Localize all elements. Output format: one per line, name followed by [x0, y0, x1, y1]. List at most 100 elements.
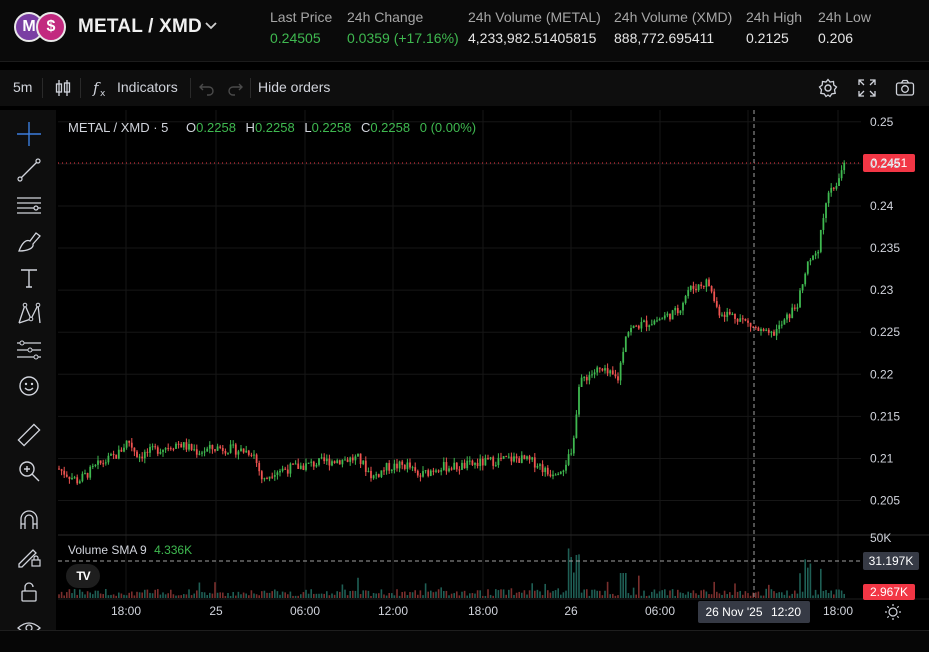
volume-bar [427, 591, 429, 598]
theme-sun-icon[interactable] [885, 604, 901, 620]
undo-icon[interactable] [196, 77, 218, 99]
legend-change: 0 (0.00%) [419, 120, 477, 135]
candle-body [622, 351, 625, 363]
volume-bar [430, 590, 432, 598]
price-tick-label: 0.21 [870, 451, 894, 465]
candle-body [801, 284, 804, 291]
volume-bar [718, 593, 721, 598]
zoom-in-icon[interactable] [16, 458, 42, 484]
eye-icon[interactable] [16, 615, 42, 631]
candle-body [263, 478, 266, 480]
volume-bar [635, 594, 637, 598]
crosshair-time-label: 12:20 [771, 605, 801, 619]
volume-bar [406, 595, 409, 598]
ruler-icon[interactable] [16, 422, 42, 448]
volume-bar [102, 594, 104, 598]
candle-body [614, 374, 617, 377]
volume-bar [297, 595, 299, 598]
volume-bar [736, 591, 739, 598]
candle-body [492, 457, 495, 466]
volume-bar [224, 595, 227, 598]
volume-bar [690, 592, 692, 598]
candle-body [276, 472, 279, 475]
tradingview-logo[interactable]: TV [66, 564, 100, 588]
candle-body [440, 470, 443, 472]
volume-bar [586, 589, 588, 598]
volume-bar [567, 548, 570, 598]
horizontal-lines-icon[interactable] [16, 193, 42, 219]
forecast-icon[interactable] [16, 337, 42, 363]
pair-selector[interactable]: METAL / XMD [78, 16, 202, 37]
volume-bar [268, 592, 271, 598]
volume-bar [388, 592, 390, 598]
candle-body [364, 460, 367, 472]
volume-bar [731, 594, 734, 598]
candle-body [390, 469, 393, 471]
candle-body [531, 457, 534, 460]
volume-bar [682, 593, 684, 598]
magnet-icon[interactable] [16, 507, 42, 533]
candle-body [723, 314, 726, 317]
candle-body [224, 450, 227, 454]
redo-icon[interactable] [224, 77, 246, 99]
crosshair-icon[interactable] [16, 121, 42, 147]
chart-canvas[interactable]: 0.2451 0.25 0.245 0.24 0.235 0.23 0.225 0.22 0.… [58, 110, 929, 630]
lock-icon[interactable] [16, 579, 42, 605]
stat-24h-low: 24h Low 0.206 [818, 9, 871, 46]
text-icon[interactable] [16, 265, 42, 291]
legend-low-value: 0.2258 [311, 120, 352, 135]
candle-body [81, 473, 84, 482]
brush-icon[interactable] [16, 229, 42, 255]
sun-ray [886, 605, 890, 609]
lock-drawing-icon[interactable] [16, 543, 42, 569]
volume-bar [632, 587, 635, 598]
indicators-button[interactable]: Indicators [117, 79, 178, 95]
candle-body [684, 296, 687, 303]
candle-body [770, 331, 773, 333]
volume-bar [578, 554, 580, 598]
volume-bar [601, 595, 604, 598]
price-chart[interactable]: 0.2451 0.25 0.245 0.24 0.235 0.23 0.225 0.22 0.… [58, 110, 929, 630]
candle-body [388, 463, 391, 471]
volume-bar [417, 594, 419, 598]
settings-icon[interactable] [817, 77, 839, 99]
candle-body [232, 444, 235, 446]
volume-bar [198, 582, 201, 598]
volume-bar [760, 595, 762, 598]
emoji-icon[interactable] [16, 373, 42, 399]
candle-body [648, 325, 651, 327]
candle-body [804, 273, 807, 285]
candle-body [726, 311, 729, 317]
volume-bar [456, 591, 458, 598]
candles-icon[interactable] [52, 77, 74, 99]
volume-bar [250, 590, 253, 598]
volume-bar [333, 594, 336, 598]
candle-body [572, 437, 575, 454]
candle-body [370, 470, 372, 479]
candle-body [156, 447, 159, 454]
volume-bar [279, 594, 281, 598]
pattern-icon[interactable] [16, 301, 42, 327]
volume-bar [443, 591, 445, 598]
trendline-icon[interactable] [16, 157, 42, 183]
candle-body [762, 329, 765, 331]
fullscreen-icon[interactable] [856, 77, 878, 99]
volume-bar [518, 591, 520, 598]
candle-body [268, 476, 271, 479]
candle-body [354, 456, 357, 461]
candle-body [208, 444, 211, 449]
candle-body [466, 460, 469, 469]
interval-button[interactable]: 5m [13, 79, 33, 95]
volume-bar [344, 589, 346, 598]
chevron-down-icon[interactable] [205, 16, 217, 39]
hide-orders-button[interactable]: Hide orders [258, 79, 331, 95]
svg-text:f: f [92, 79, 101, 97]
camera-icon[interactable] [894, 77, 916, 99]
candle-body [377, 474, 380, 477]
stat-value: 4,233,982.51405815 [468, 30, 597, 46]
candle-body [476, 462, 479, 467]
volume-bar [211, 593, 214, 598]
volume-crosshair-label: 31.197K [869, 554, 914, 568]
candle-body [494, 465, 497, 467]
